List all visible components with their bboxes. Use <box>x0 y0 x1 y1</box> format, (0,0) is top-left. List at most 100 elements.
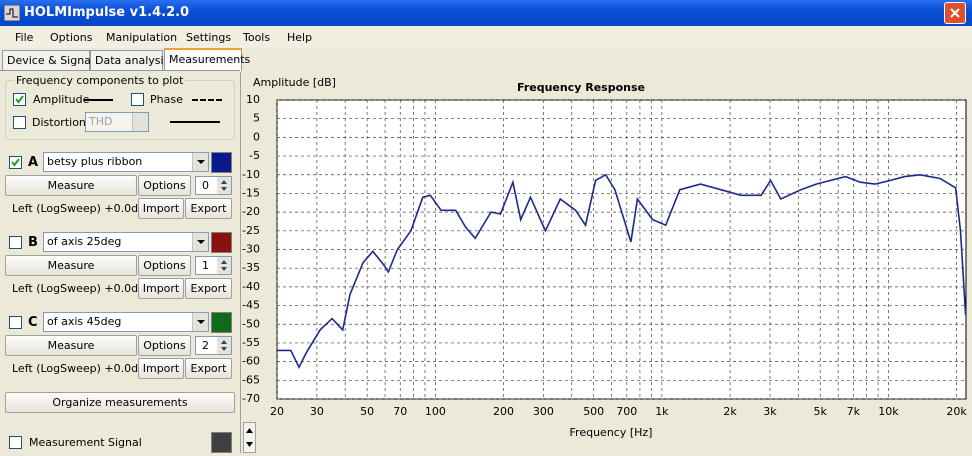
x-tick-label: 20k <box>946 405 967 418</box>
app-icon <box>4 5 20 21</box>
export-button[interactable]: Export <box>185 278 232 299</box>
spinner-value: 2 <box>202 339 209 352</box>
response-line <box>277 173 967 370</box>
import-button[interactable]: Import <box>138 278 184 299</box>
y-tick-label: -70 <box>242 392 260 405</box>
label: Distortion <box>32 116 86 129</box>
checkbox[interactable] <box>13 116 26 129</box>
combo-text: of axis 25deg <box>47 235 122 248</box>
options-button[interactable]: Options <box>138 175 191 196</box>
close-button[interactable] <box>944 2 966 24</box>
source-label: Left (LogSweep) +0.0dB <box>12 282 146 295</box>
y-tick-label: -5 <box>249 149 260 162</box>
options-button[interactable]: Options <box>138 255 191 276</box>
color-box[interactable] <box>211 312 232 333</box>
x-tick-label: 700 <box>616 405 637 418</box>
chart-title: Frequency Response <box>517 81 645 94</box>
source-label: Left (LogSweep) +0.0dB <box>12 202 146 215</box>
spin-arrows[interactable] <box>217 177 231 194</box>
spin-arrows[interactable] <box>217 337 231 354</box>
combo-box[interactable]: THD <box>85 112 149 132</box>
checkbox[interactable] <box>13 93 26 106</box>
x-tick-label: 200 <box>493 405 514 418</box>
scroll-arrows <box>246 428 253 447</box>
dropdown[interactable] <box>192 233 208 251</box>
checkbox[interactable] <box>9 236 22 249</box>
y-tick-label: -55 <box>242 336 260 349</box>
dropdown[interactable] <box>192 153 208 171</box>
source-label: Left (LogSweep) +0.0dB <box>12 362 146 375</box>
menu-item[interactable]: Help <box>287 31 313 44</box>
spin-arrows[interactable] <box>217 257 231 274</box>
spinner[interactable]: 1 <box>195 256 232 275</box>
y-tick-label: -60 <box>242 355 260 368</box>
y-tick-label: -45 <box>242 299 260 312</box>
color-box[interactable] <box>211 152 232 173</box>
checkbox[interactable] <box>9 316 22 329</box>
dropdown[interactable] <box>132 113 148 131</box>
combo-box[interactable]: of axis 25deg <box>43 232 209 252</box>
x-tick-label: 2k <box>723 405 737 418</box>
menu-item[interactable]: Settings <box>186 31 232 44</box>
dropdown[interactable] <box>192 313 208 331</box>
menu-item[interactable]: Options <box>50 31 93 44</box>
import-button[interactable]: Import <box>138 358 184 379</box>
checkbox[interactable] <box>9 436 22 449</box>
spinner[interactable]: 0 <box>195 176 232 195</box>
y-tick-label: 10 <box>246 93 260 106</box>
dash-sample <box>192 99 222 101</box>
y-tick-label: 5 <box>253 112 260 125</box>
tab[interactable]: Device & Signal <box>2 50 94 70</box>
label: Amplitude <box>33 93 90 106</box>
tab[interactable]: Measurements <box>164 48 250 71</box>
checkbox[interactable] <box>131 93 144 106</box>
y-tick-label: -65 <box>242 373 260 386</box>
label: Measurement Signal <box>29 436 142 449</box>
x-tick-label: 1k <box>655 405 669 418</box>
combo-text: THD <box>89 115 113 128</box>
import-button[interactable]: Import <box>138 198 184 219</box>
check-mark <box>11 158 20 167</box>
measurement-letter: A <box>28 155 39 170</box>
options-button[interactable]: Options <box>138 335 191 356</box>
menu-item[interactable]: Manipulation <box>106 31 178 44</box>
checkbox[interactable] <box>9 156 22 169</box>
spin-icon <box>221 260 227 271</box>
x-tick-label: 7k <box>847 405 861 418</box>
drop-arrow <box>197 160 205 164</box>
color-box[interactable] <box>211 432 232 453</box>
measure-button[interactable]: Measure <box>5 335 137 356</box>
spin-icon <box>221 180 227 191</box>
export-button[interactable]: Export <box>185 358 232 379</box>
combo-text: of axis 45deg <box>47 315 122 328</box>
label: Phase <box>150 93 183 106</box>
y-tick-label: -15 <box>242 186 260 199</box>
drop-arrow <box>197 240 205 244</box>
scroll-control[interactable] <box>243 422 256 453</box>
y-axis-label: Amplitude [dB] <box>253 76 336 89</box>
spinner-value: 1 <box>202 259 209 272</box>
y-tick-label: -20 <box>242 205 260 218</box>
organize-button[interactable]: Organize measurements <box>5 392 235 413</box>
x-tick-label: 30 <box>310 405 324 418</box>
window-title: HOLMImpulse v1.4.2.0 <box>24 5 190 20</box>
x-tick-label: 5k <box>814 405 828 418</box>
combo-box[interactable]: of axis 45deg <box>43 312 209 332</box>
menu-item[interactable]: Tools <box>243 31 271 44</box>
menu-item[interactable]: File <box>15 31 34 44</box>
x-tick-label: 10k <box>878 405 899 418</box>
combo-box[interactable]: betsy plus ribbon <box>43 152 209 172</box>
x-tick-label: 20 <box>270 405 284 418</box>
spinner-value: 0 <box>202 179 209 192</box>
spinner[interactable]: 2 <box>195 336 232 355</box>
color-box[interactable] <box>211 232 232 253</box>
export-button[interactable]: Export <box>185 198 232 219</box>
tab[interactable]: Data analysis <box>90 50 169 70</box>
y-tick-label: -25 <box>242 224 260 237</box>
measure-button[interactable]: Measure <box>5 175 137 196</box>
combo-text: betsy plus ribbon <box>47 155 143 168</box>
measure-button[interactable]: Measure <box>5 255 137 276</box>
close-icon <box>950 8 960 18</box>
check-mark <box>15 95 24 104</box>
